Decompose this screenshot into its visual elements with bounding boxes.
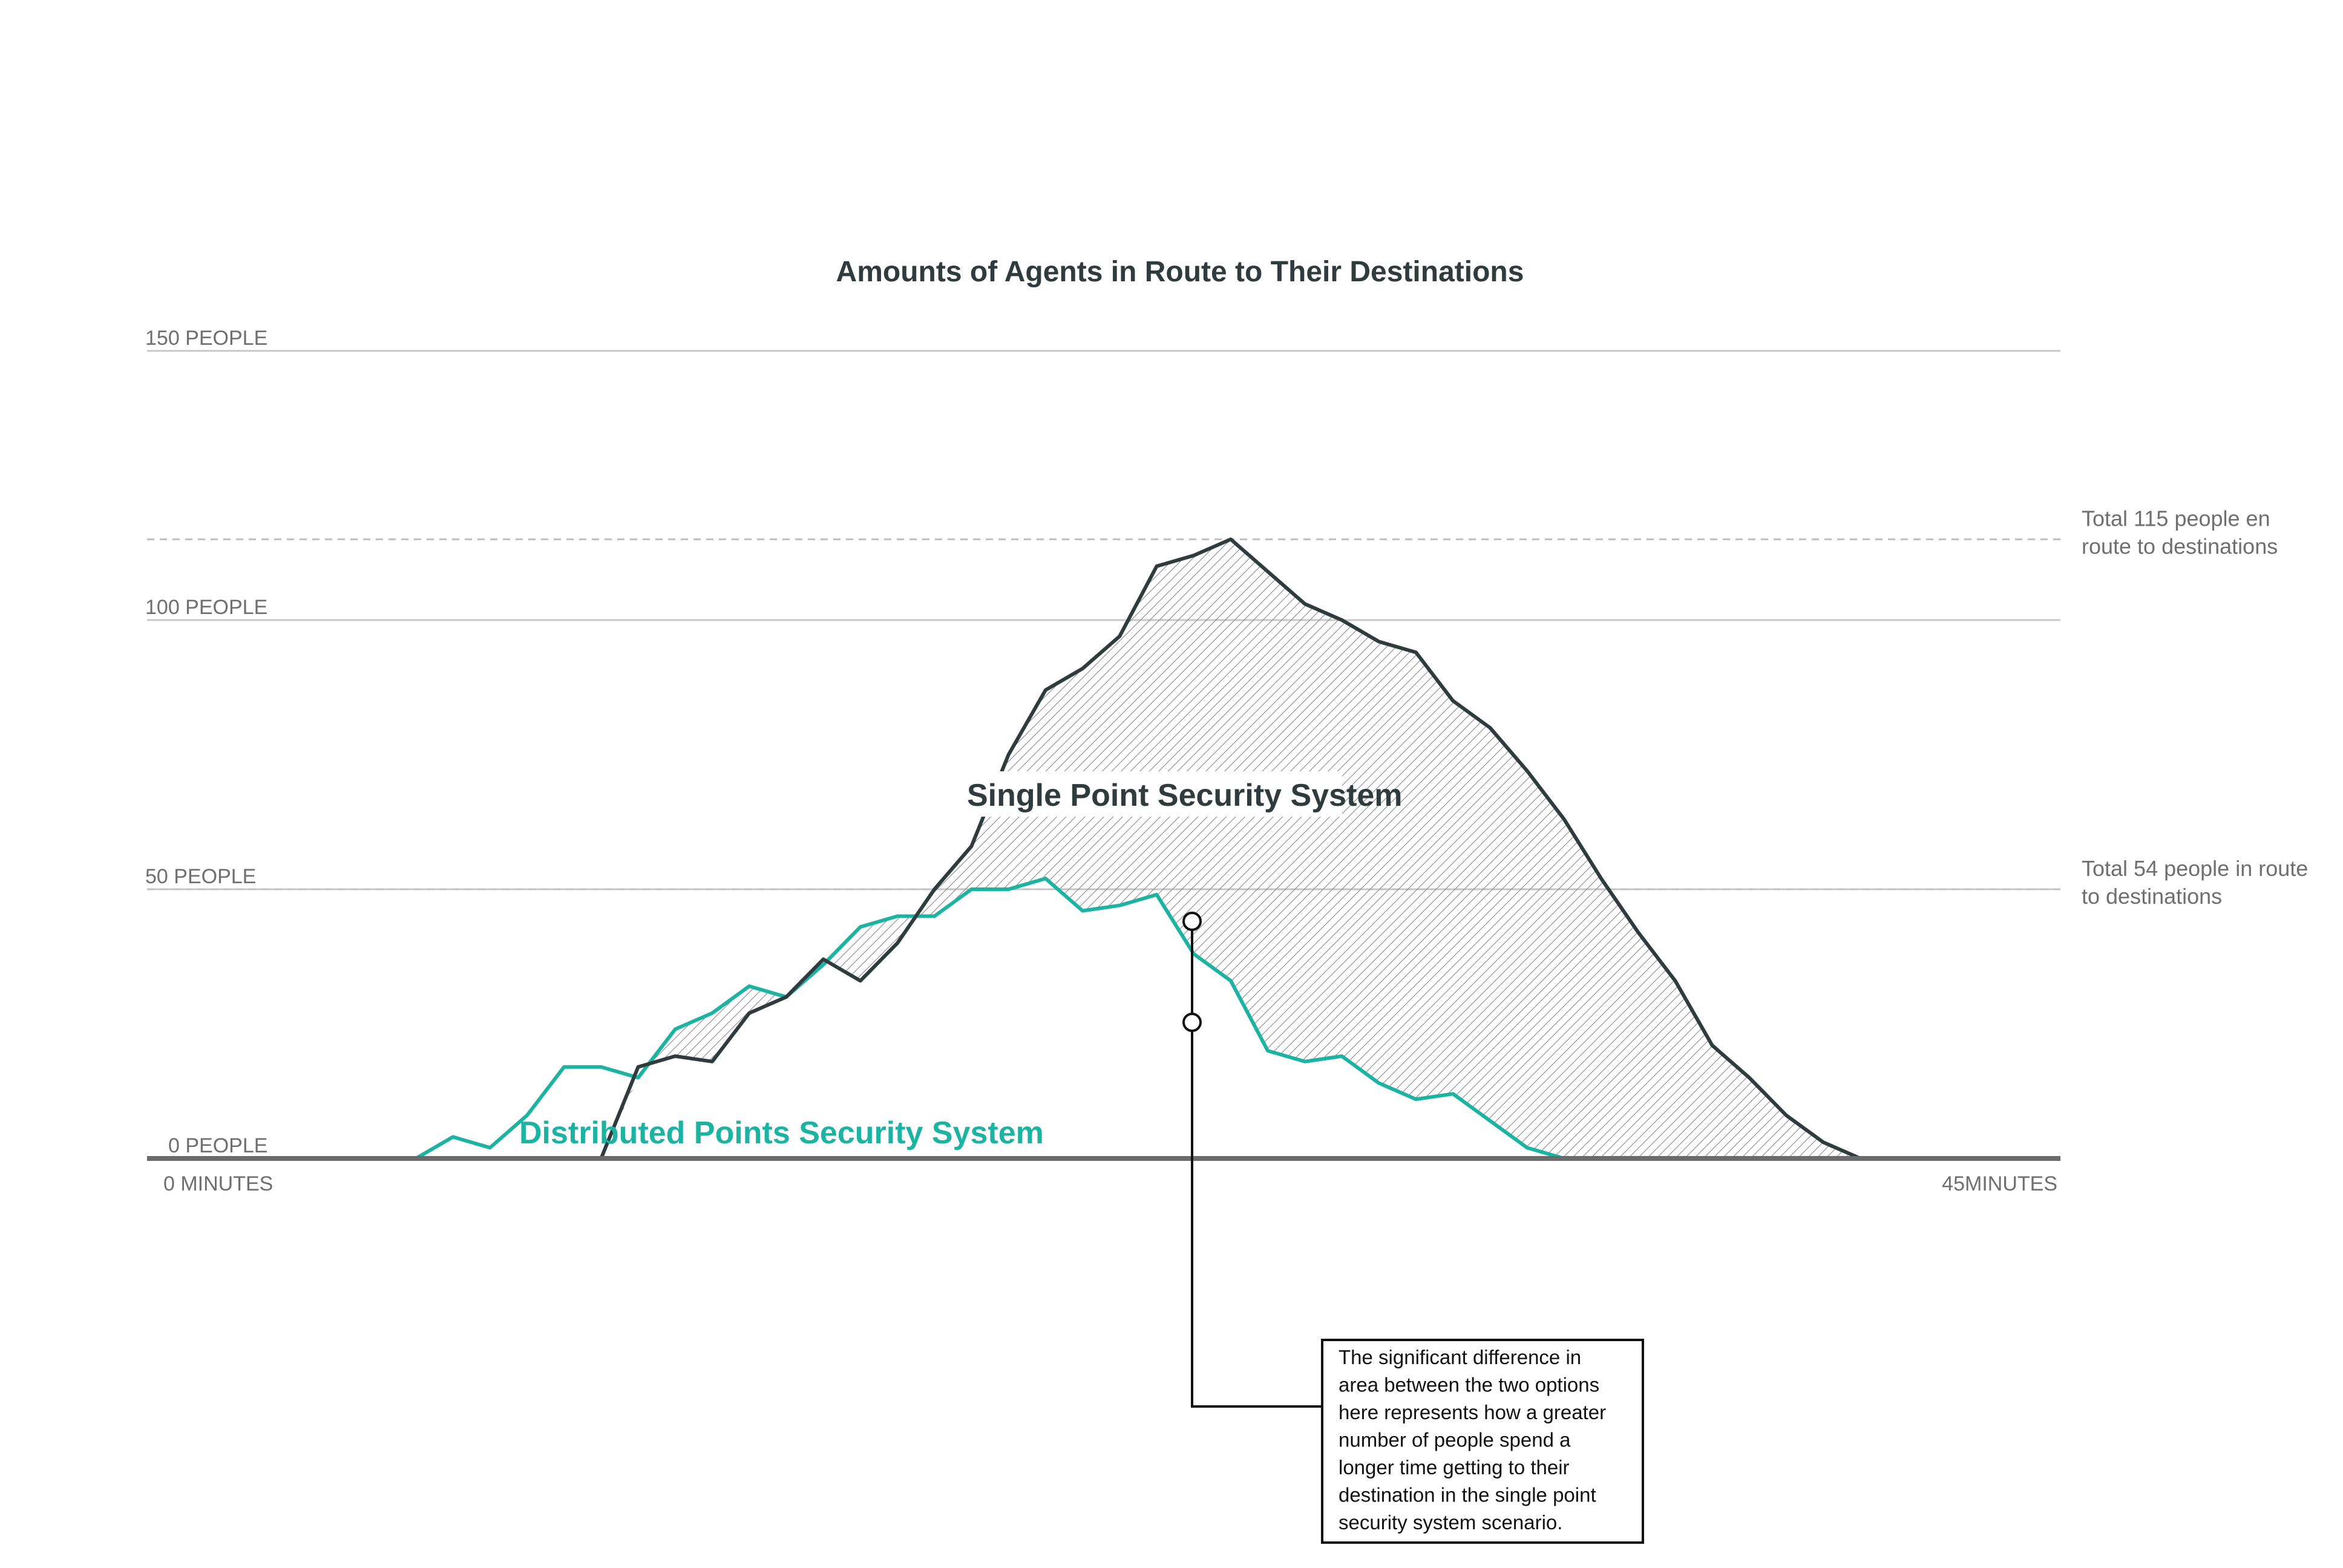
x-tick-label-start: 0 MINUTES	[163, 1172, 273, 1195]
distributed-series-label: Distributed Points Security System	[519, 1116, 1044, 1151]
callout-box	[1321, 1339, 1644, 1544]
reference-label-1: Total 54 people in route to destinations	[2082, 856, 2308, 909]
chart-title: Amounts of Agents in Route to Their Dest…	[836, 256, 1524, 288]
single-series-label: Single Point Security System	[967, 778, 1403, 813]
callout: The significant difference in area betwee…	[1182, 912, 1644, 1544]
single-series-label-bg	[955, 771, 1342, 817]
callout-marker-single	[1182, 912, 1202, 931]
plot-area	[415, 537, 1898, 1160]
y-tick-label-0: 0 PEOPLE	[168, 1134, 267, 1157]
y-tick-label-100: 100 PEOPLE	[145, 596, 267, 619]
x-tick-label-end: 45MINUTES	[1942, 1172, 2057, 1195]
callout-marker-distributed	[1182, 1013, 1202, 1032]
callout-leader-line	[1191, 921, 1322, 1408]
reference-lines: Total 115 people en route to destinations…	[147, 506, 2308, 909]
reference-label-0: Total 115 people en route to destinations	[2082, 506, 2278, 559]
callout-text: The significant difference in area betwee…	[1339, 1346, 1606, 1534]
axis-ticks: 0 PEOPLE 50 PEOPLE 100 PEOPLE 150 PEOPLE 0 M…	[145, 327, 2057, 1195]
y-tick-label-50: 50 PEOPLE	[145, 865, 256, 888]
y-tick-label-150: 150 PEOPLE	[145, 327, 267, 350]
difference-area	[416, 539, 1898, 1158]
series-line-single	[416, 537, 1898, 1160]
